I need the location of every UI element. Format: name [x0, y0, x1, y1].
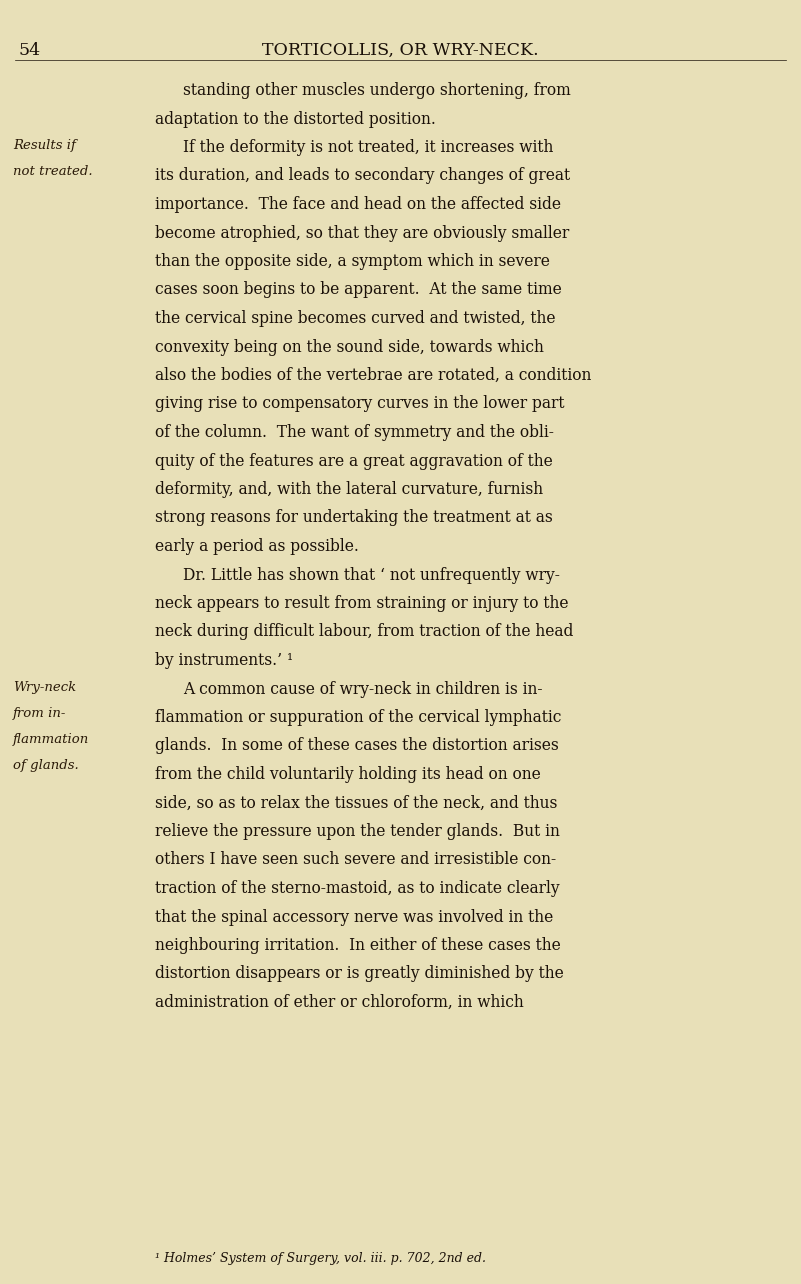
Text: the cervical spine becomes curved and twisted, the: the cervical spine becomes curved and tw…: [155, 309, 556, 327]
Text: neck during difficult labour, from traction of the head: neck during difficult labour, from tract…: [155, 624, 574, 641]
Text: ¹ Holmes’ System of Surgery, vol. iii. p. 702, 2nd ed.: ¹ Holmes’ System of Surgery, vol. iii. p…: [155, 1252, 486, 1265]
Text: not treated.: not treated.: [13, 166, 93, 178]
Text: 54: 54: [18, 42, 40, 59]
Text: neighbouring irritation.  In either of these cases the: neighbouring irritation. In either of th…: [155, 937, 561, 954]
Text: quity of the features are a great aggravation of the: quity of the features are a great aggrav…: [155, 452, 553, 470]
Text: TORTICOLLIS, OR WRY-NECK.: TORTICOLLIS, OR WRY-NECK.: [262, 42, 539, 59]
Text: neck appears to result from straining or injury to the: neck appears to result from straining or…: [155, 594, 569, 612]
Text: that the spinal accessory nerve was involved in the: that the spinal accessory nerve was invo…: [155, 909, 553, 926]
Text: traction of the sterno-mastoid, as to indicate clearly: traction of the sterno-mastoid, as to in…: [155, 880, 560, 898]
Text: importance.  The face and head on the affected side: importance. The face and head on the aff…: [155, 196, 561, 213]
Text: If the deformity is not treated, it increases with: If the deformity is not treated, it incr…: [183, 139, 553, 155]
Text: giving rise to compensatory curves in the lower part: giving rise to compensatory curves in th…: [155, 395, 565, 412]
Text: others I have seen such severe and irresistible con-: others I have seen such severe and irres…: [155, 851, 556, 868]
Text: cases soon begins to be apparent.  At the same time: cases soon begins to be apparent. At the…: [155, 281, 562, 298]
Text: become atrophied, so that they are obviously smaller: become atrophied, so that they are obvio…: [155, 225, 570, 241]
Text: relieve the pressure upon the tender glands.  But in: relieve the pressure upon the tender gla…: [155, 823, 560, 840]
Text: also the bodies of the vertebrae are rotated, a condition: also the bodies of the vertebrae are rot…: [155, 367, 591, 384]
Text: its duration, and leads to secondary changes of great: its duration, and leads to secondary cha…: [155, 167, 570, 185]
Text: flammation: flammation: [13, 733, 89, 746]
Text: Dr. Little has shown that ‘ not unfrequently wry-: Dr. Little has shown that ‘ not unfreque…: [183, 566, 560, 583]
Text: than the opposite side, a symptom which in severe: than the opposite side, a symptom which …: [155, 253, 549, 270]
Text: Results if: Results if: [13, 139, 76, 152]
Text: of the column.  The want of symmetry and the obli-: of the column. The want of symmetry and …: [155, 424, 553, 440]
Text: strong reasons for undertaking the treatment at as: strong reasons for undertaking the treat…: [155, 510, 553, 526]
Text: standing other muscles undergo shortening, from: standing other muscles undergo shortenin…: [183, 82, 571, 99]
Text: convexity being on the sound side, towards which: convexity being on the sound side, towar…: [155, 339, 544, 356]
Text: early a period as possible.: early a period as possible.: [155, 538, 359, 555]
Text: A common cause of wry-neck in children is in-: A common cause of wry-neck in children i…: [183, 681, 542, 697]
Text: from the child voluntarily holding its head on one: from the child voluntarily holding its h…: [155, 767, 541, 783]
Text: flammation or suppuration of the cervical lymphatic: flammation or suppuration of the cervica…: [155, 709, 562, 725]
Text: adaptation to the distorted position.: adaptation to the distorted position.: [155, 110, 436, 127]
Text: administration of ether or chloroform, in which: administration of ether or chloroform, i…: [155, 994, 524, 1011]
Text: glands.  In some of these cases the distortion arises: glands. In some of these cases the disto…: [155, 737, 559, 755]
Text: Wry-neck: Wry-neck: [13, 681, 76, 693]
Text: side, so as to relax the tissues of the neck, and thus: side, so as to relax the tissues of the …: [155, 795, 557, 811]
Text: from in-: from in-: [13, 706, 66, 720]
Text: of glands.: of glands.: [13, 759, 78, 772]
Text: distortion disappears or is greatly diminished by the: distortion disappears or is greatly dimi…: [155, 966, 564, 982]
Text: by instruments.’ ¹: by instruments.’ ¹: [155, 652, 293, 669]
Text: deformity, and, with the lateral curvature, furnish: deformity, and, with the lateral curvatu…: [155, 482, 543, 498]
